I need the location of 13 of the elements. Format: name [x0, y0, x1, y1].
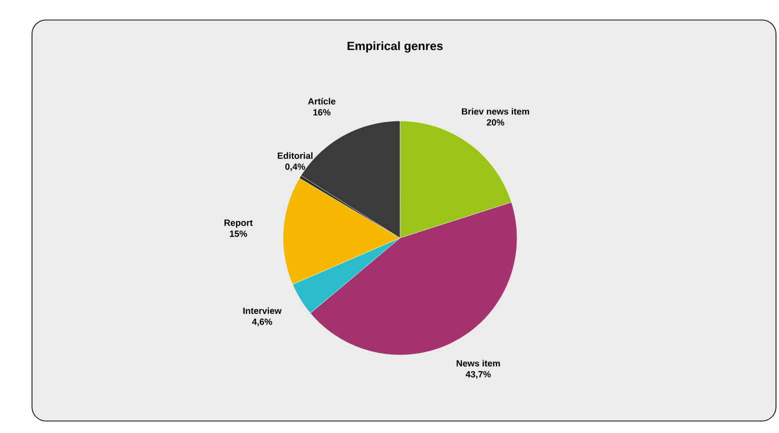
slice-label: Briev news item	[462, 108, 530, 115]
slice-label: Report	[224, 220, 253, 228]
data-label: 15%	[230, 230, 248, 237]
chart-title: Empirical genres	[348, 41, 443, 53]
slice-label: News item	[456, 360, 500, 366]
data-label: 43,7%	[466, 371, 491, 379]
data-label: 4,6%	[252, 318, 272, 326]
data-label: 20%	[486, 119, 504, 126]
data-label: 0,4%	[285, 163, 306, 172]
slice-label: Artícle	[308, 98, 336, 105]
slice-label: Editorial	[278, 152, 312, 159]
slice-label: Interview	[243, 307, 282, 314]
data-label: 16%	[313, 109, 330, 116]
